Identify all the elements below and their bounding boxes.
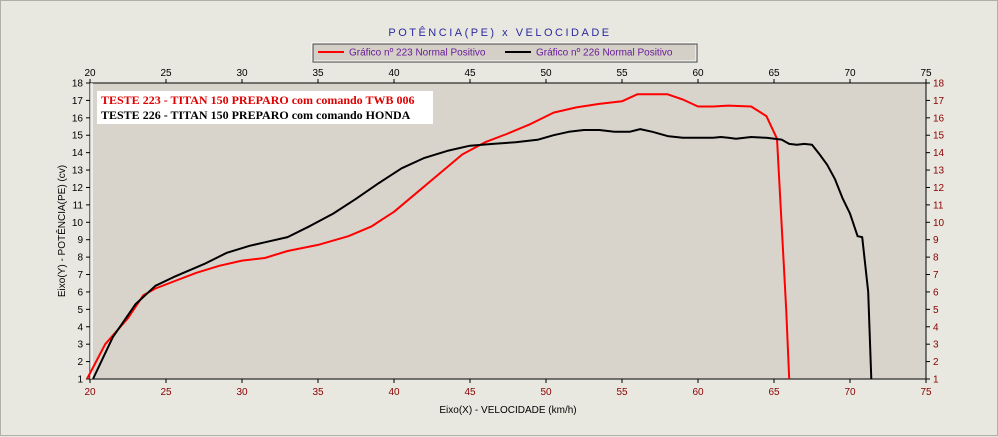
y-tick-label-left: 9	[77, 235, 83, 246]
y-tick-label-right: 6	[933, 287, 939, 298]
y-tick-label-left: 4	[77, 322, 83, 333]
y-tick-label-right: 18	[933, 79, 945, 90]
y-tick-label-left: 18	[72, 79, 84, 90]
y-axis-label: Eixo(Y) - POTÊNCIA(PE) (cv)	[55, 165, 68, 297]
x-tick-label-bottom: 25	[160, 387, 172, 398]
x-tick-label-top: 35	[312, 68, 324, 79]
x-tick-label-bottom: 65	[768, 387, 780, 398]
annotation-text: TESTE 223 - TITAN 150 PREPARO com comand…	[101, 93, 414, 107]
x-tick-label-top: 40	[388, 68, 400, 79]
x-tick-label-bottom: 75	[920, 387, 932, 398]
y-tick-label-right: 8	[933, 253, 939, 264]
x-tick-label-bottom: 35	[312, 387, 324, 398]
y-tick-label-left: 12	[72, 183, 84, 194]
y-tick-label-left: 1	[77, 375, 83, 386]
y-tick-label-right: 14	[933, 148, 945, 159]
x-tick-label-top: 65	[768, 68, 780, 79]
axis-ticks: 2020252530303535404045455050555560606565…	[72, 68, 945, 398]
y-tick-label-right: 12	[933, 183, 945, 194]
x-tick-label-top: 60	[692, 68, 704, 79]
x-tick-label-bottom: 60	[692, 387, 704, 398]
x-tick-label-top: 70	[844, 68, 856, 79]
plot-area	[89, 82, 927, 380]
x-tick-label-bottom: 55	[616, 387, 628, 398]
y-tick-label-right: 13	[933, 166, 945, 177]
legend-label: Gráfico nº 223 Normal Positivo	[349, 48, 486, 59]
y-tick-label-left: 17	[72, 96, 84, 107]
chart-title: POTÊNCIA(PE) x VELOCIDADE	[388, 26, 611, 39]
x-tick-label-bottom: 50	[540, 387, 552, 398]
series-line-226	[92, 128, 873, 380]
y-tick-label-right: 4	[933, 322, 939, 333]
legend-box-shadow	[312, 43, 698, 63]
x-tick-label-top: 75	[920, 68, 932, 79]
x-tick-label-top: 45	[464, 68, 476, 79]
y-tick-label-right: 5	[933, 305, 939, 316]
legend-box	[311, 42, 697, 62]
y-tick-label-right: 10	[933, 218, 945, 229]
x-tick-label-bottom: 40	[388, 387, 400, 398]
y-tick-label-left: 16	[72, 113, 84, 124]
y-tick-label-left: 13	[72, 166, 84, 177]
x-tick-label-bottom: 45	[464, 387, 476, 398]
y-tick-label-right: 2	[933, 357, 939, 368]
y-tick-label-left: 5	[77, 305, 83, 316]
x-tick-label-top: 25	[160, 68, 172, 79]
y-tick-label-left: 6	[77, 287, 83, 298]
y-tick-label-left: 3	[77, 340, 83, 351]
x-tick-label-bottom: 20	[84, 387, 96, 398]
x-tick-label-top: 55	[616, 68, 628, 79]
legend-label: Gráfico nº 226 Normal Positivo	[536, 48, 673, 59]
y-tick-label-right: 16	[933, 113, 945, 124]
y-tick-label-left: 10	[72, 218, 84, 229]
y-tick-label-right: 15	[933, 131, 945, 142]
y-tick-label-left: 15	[72, 131, 84, 142]
series-layer	[86, 93, 873, 380]
y-tick-label-right: 9	[933, 235, 939, 246]
series-line-223	[86, 93, 791, 380]
plot-left-bevel	[90, 83, 93, 379]
y-tick-label-left: 8	[77, 253, 83, 264]
x-tick-label-top: 50	[540, 68, 552, 79]
y-tick-label-left: 11	[73, 200, 84, 211]
annotations: TESTE 223 - TITAN 150 PREPARO com comand…	[97, 91, 433, 124]
y-tick-label-right: 7	[933, 270, 939, 281]
y-tick-label-right: 17	[933, 96, 945, 107]
y-tick-label-right: 3	[933, 340, 939, 351]
y-tick-label-left: 14	[72, 148, 84, 159]
y-tick-label-left: 2	[77, 357, 83, 368]
x-tick-label-bottom: 30	[236, 387, 248, 398]
annotation-text: TESTE 226 - TITAN 150 PREPARO com comand…	[101, 108, 411, 122]
x-tick-label-bottom: 70	[844, 387, 856, 398]
x-tick-label-top: 30	[236, 68, 248, 79]
y-tick-label-right: 1	[933, 375, 939, 386]
y-tick-label-right: 11	[933, 200, 944, 211]
x-axis-label: Eixo(X) - VELOCIDADE (km/h)	[439, 405, 576, 416]
legend: Gráfico nº 223 Normal Positivo Gráfico nº…	[311, 42, 698, 63]
annotation-box	[97, 91, 433, 124]
y-tick-label-left: 7	[77, 270, 83, 281]
x-tick-label-top: 20	[84, 68, 96, 79]
